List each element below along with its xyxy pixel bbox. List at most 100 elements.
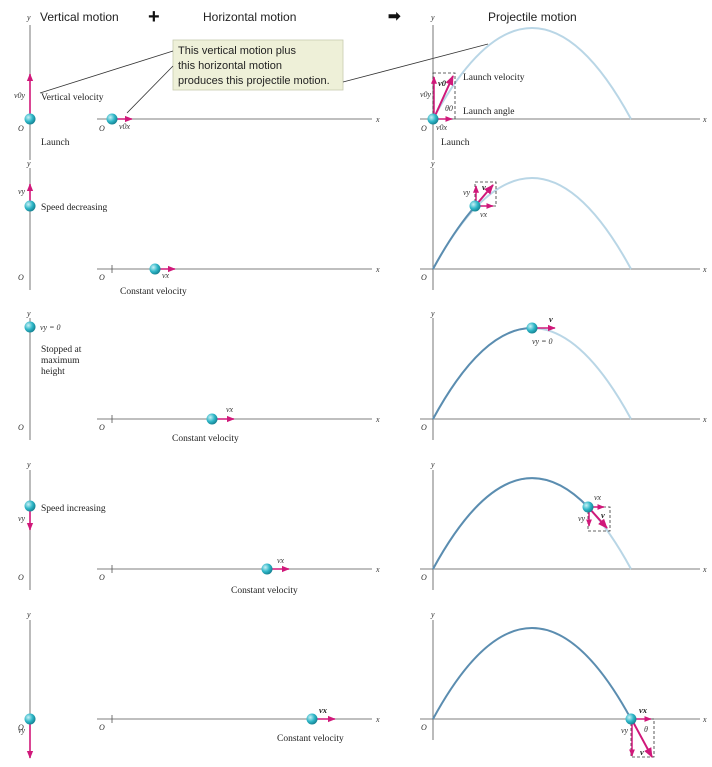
y-axis-label: y [26,159,31,168]
x-axis-label: x [702,715,707,724]
vx-label: vx [639,705,648,715]
v0y-label: v0y [420,90,432,99]
x-axis-label: x [702,415,707,424]
vx-label: vx [480,210,488,219]
y-axis-label: y [26,610,31,619]
origin-label: O [18,124,24,133]
callout-pointer-vertical [39,50,174,94]
y-axis-label: y [26,309,31,318]
callout-line-2: this horizontal motion [178,60,282,72]
ball [24,113,36,125]
constant-velocity-label: Constant velocity [172,434,239,444]
launch-velocity-label: Launch velocity [463,73,525,83]
vy-zero-label: vy = 0 [40,323,61,332]
trajectory-curve [432,27,632,120]
origin-label: O [421,573,427,582]
callout-line-3: produces this projectile motion. [178,75,330,87]
vx-label: vx [277,556,285,565]
ball [306,713,318,725]
vy-label: vy [18,187,26,196]
origin-label: O [99,723,105,732]
x-axis-label: x [702,265,707,274]
theta-label: θ [644,725,648,734]
launch-angle-label: Launch angle [463,107,514,117]
ball [24,713,36,725]
x-axis-label: x [702,115,707,124]
ball [206,413,218,425]
vy-label: vy [18,726,26,735]
v-label: v [601,510,605,520]
callout-line-1: This vertical motion plus [178,45,296,57]
vy-label: vy [463,188,471,197]
horizontal-motion-title: Horizontal motion [203,10,296,24]
row-launch: y O v0y Vertical velocity Launch x O v0x… [14,13,707,160]
trajectory-curve-traveled [432,627,632,720]
vy-label: vy [621,726,629,735]
callout-pointer-projectile [342,43,489,83]
x-axis-label: x [375,565,380,574]
x-axis-label: x [375,265,380,274]
row-speed-increasing: y O vy Speed increasing x O vx Constant … [18,460,707,596]
origin-label: O [421,423,427,432]
origin-label: O [18,723,24,732]
v-label: v [549,314,553,324]
ball [526,322,538,334]
origin-label: O [99,124,105,133]
ball [469,200,481,212]
v-label: v [640,747,644,757]
vy-zero-label: vy = 0 [532,337,553,346]
callout-box: This vertical motion plus this horizonta… [39,39,489,114]
ball [24,200,36,212]
component-box [432,72,456,120]
x-axis-label: x [702,565,707,574]
v0x-label: v0x [119,122,131,131]
origin-label: O [99,273,105,282]
arrow-right-icon: ➡ [388,8,401,25]
ball [24,500,36,512]
vx-label: vx [162,271,170,280]
y-axis-label: y [430,309,435,318]
x-axis-label: x [375,715,380,724]
vy-label: vy [18,514,26,523]
v0x-label: v0x [436,123,448,132]
y-axis-label: y [430,13,435,22]
velocity-arrow [588,507,608,529]
row-speed-decreasing: y O vy Speed decreasing x O vx Constant … [18,159,707,297]
origin-label: O [99,423,105,432]
vx-label: vx [594,493,602,502]
ball [261,563,273,575]
y-axis-label: y [430,159,435,168]
callout-pointer-horizontal [126,65,174,114]
ball [582,501,594,513]
speed-increasing-label: Speed increasing [41,504,106,514]
launch-label: Launch [441,138,470,148]
y-axis-label: y [430,460,435,469]
y-axis-label: y [26,13,31,22]
v0-label: v0 [438,78,447,88]
origin-label: O [421,273,427,282]
y-axis-label: y [430,610,435,619]
x-axis-label: x [375,115,380,124]
ball [106,113,118,125]
stopped-label-line-2: maximum [41,356,80,366]
constant-velocity-label: Constant velocity [277,734,344,744]
stopped-label-line-3: height [41,367,65,377]
stopped-label-line-1: Stopped at [41,345,82,355]
x-axis-label: x [375,415,380,424]
plus-symbol: + [148,6,160,28]
origin-label: O [99,573,105,582]
trajectory-curve-traveled [432,205,477,270]
origin-label: O [18,573,24,582]
constant-velocity-label: Constant velocity [120,287,187,297]
ball [427,113,439,125]
y-axis-label: y [26,460,31,469]
trajectory-curve-traveled [432,477,589,570]
v-label: v [482,182,486,192]
ball [24,321,36,333]
origin-label: O [421,124,427,133]
origin-label: O [18,423,24,432]
vertical-motion-title: Vertical motion [40,10,119,24]
ball [149,263,161,275]
origin-label: O [18,273,24,282]
